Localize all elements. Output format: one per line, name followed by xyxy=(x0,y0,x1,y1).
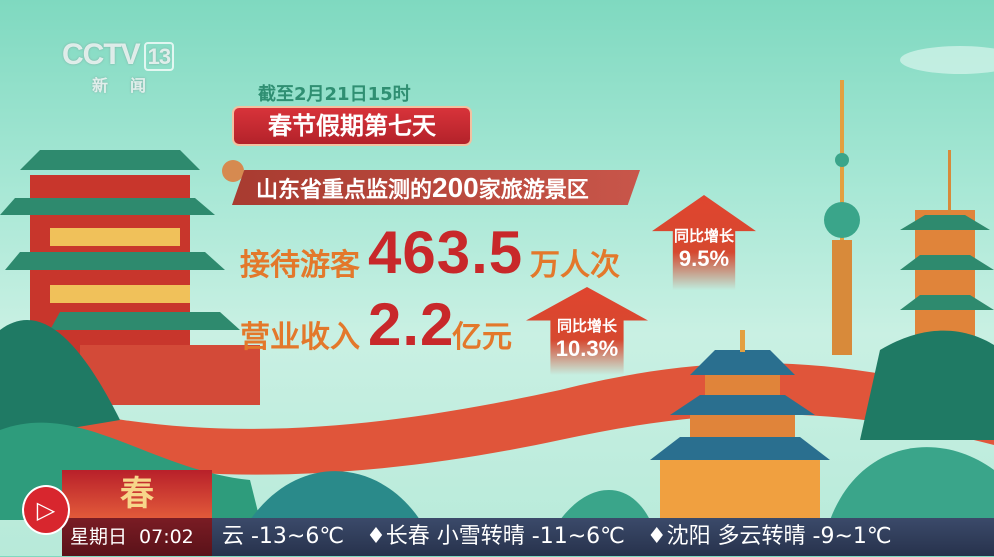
time: 07:02 xyxy=(139,526,194,548)
ticker-text: 云 -13~6℃ ♦长春 小雪转晴 -11~6℃ ♦沈阳 多云转晴 -9~1℃ xyxy=(222,524,892,549)
program-thumbnail: 春 xyxy=(62,470,212,518)
subtitle-banner: 山东省重点监测的200家旅游景区 xyxy=(232,170,640,205)
visitors-label: 接待游客 xyxy=(240,248,360,283)
tv-tower-illustration xyxy=(824,80,860,355)
growth-label: 同比增长 xyxy=(673,227,734,245)
cctv13-logo: CCTV 13 新闻 xyxy=(62,38,175,96)
temple-of-heaven-illustration xyxy=(650,330,830,520)
pagoda-illustration xyxy=(900,150,994,350)
decor-ball-icon xyxy=(222,160,244,182)
revenue-unit: 亿元 xyxy=(452,320,512,355)
date-note: 截至2月21日15时 xyxy=(258,84,411,105)
weekday: 星期日 xyxy=(70,526,128,548)
play-icon: ▷ xyxy=(22,485,70,535)
growth-value: 9.5% xyxy=(678,246,730,271)
visitors-value: 463.5 xyxy=(368,219,524,286)
growth-label: 同比增长 xyxy=(556,317,617,335)
revenue-label: 营业收入 xyxy=(240,320,360,355)
news-ticker: 云 -13~6℃ ♦长春 小雪转晴 -11~6℃ ♦沈阳 多云转晴 -9~1℃ xyxy=(62,518,994,556)
ticker-clock: 星期日 07:02 xyxy=(62,518,212,556)
palace-illustration xyxy=(0,150,260,405)
visitors-unit: 万人次 xyxy=(530,248,620,283)
headline-title: 春节假期第七天 xyxy=(232,106,472,146)
revenue-value: 2.2 xyxy=(368,291,455,358)
growth-value: 10.3% xyxy=(555,336,619,361)
